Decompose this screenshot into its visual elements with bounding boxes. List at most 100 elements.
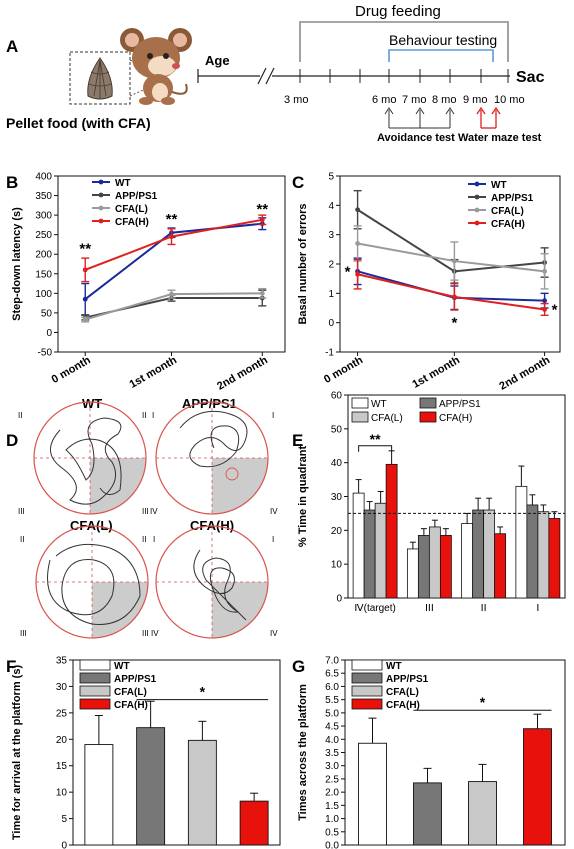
y-tick-label: 20 (331, 526, 343, 537)
bar-app-ps1 (472, 509, 485, 599)
bar-cfa-l (537, 511, 550, 599)
y-tick-label: 4.0 (325, 735, 339, 746)
y-tick-label: 2.0 (325, 788, 339, 799)
y-tick-label: 0 (328, 318, 334, 329)
point-app-ps1 (355, 207, 360, 213)
panel-letter: E (292, 431, 303, 450)
pellet-box (69, 51, 131, 105)
quad-label-i: I (272, 535, 274, 544)
y-tick-label: 6.0 (325, 682, 339, 693)
legend-marker-cfa-h (474, 220, 480, 226)
point-cfa-l (259, 290, 265, 296)
legend-label-app-ps1: APP/PS1 (439, 399, 481, 410)
water-maze-arrows (476, 106, 501, 129)
significance-marker: * (345, 263, 351, 280)
y-tick-label: 1.0 (325, 814, 339, 825)
quad-label-iii: III (142, 629, 149, 638)
significance-marker: ** (79, 240, 91, 257)
series-line-wt (84, 222, 263, 300)
trace-cfa-l: CFA(L) II I III IV (20, 518, 159, 639)
significance-marker: * (480, 694, 486, 710)
y-tick-label: 4 (328, 201, 334, 212)
significance-marker: * (451, 315, 457, 332)
point-cfa-h (542, 307, 547, 312)
bar-wt (406, 548, 419, 599)
y-tick-label: 0 (61, 841, 67, 849)
bar-app-ps1 (363, 509, 376, 599)
legend-swatch-app-ps1 (419, 397, 437, 409)
quad-label-ii: II (142, 411, 146, 420)
bar-wt (461, 523, 474, 599)
quad-label-iii: III (20, 629, 27, 638)
y-tick-label: 0 (46, 328, 52, 339)
y-tick-label: 60 (331, 391, 343, 402)
y-tick-label: 2.5 (325, 774, 339, 785)
y-axis-label: % Time in quadrant (297, 446, 309, 548)
x-tick-label-2nd-month: 2nd month (497, 354, 552, 393)
y-tick-label: 0.5 (325, 827, 339, 838)
plot-frame (57, 175, 286, 353)
y-tick-label: 5 (328, 172, 334, 183)
significance-marker: ** (166, 211, 178, 228)
y-tick-label: 1 (328, 289, 334, 300)
legend-swatch-cfa-l (79, 685, 111, 697)
legend-label-cfa-l: CFA(L) (491, 206, 524, 217)
legend-marker-wt (474, 181, 480, 187)
bar-cfa-h (548, 518, 561, 599)
y-tick-label: 0 (336, 594, 342, 605)
y-tick-label: 20 (56, 735, 68, 746)
y-tick-label: 3 (328, 230, 334, 241)
quad-label-ii: II (142, 535, 146, 544)
plot-frame (72, 659, 281, 846)
legend-label-app-ps1: APP/PS1 (491, 193, 534, 204)
legend-label-app-ps1: APP/PS1 (114, 674, 157, 685)
legend-swatch-cfa-l (351, 411, 369, 423)
y-tick-label: 40 (331, 458, 343, 469)
trace-wt-title: WT (82, 396, 102, 411)
bar-wt (358, 742, 387, 846)
month-label-9: 9 mo (463, 94, 487, 106)
legend-swatch-cfa-h (351, 698, 383, 710)
significance-marker: * (552, 301, 558, 318)
legend-swatch-app-ps1 (79, 672, 111, 684)
bar-cfa-l (468, 781, 497, 846)
point-cfa-l (82, 317, 88, 322)
panel-a: A Pellet food (with CFA) Ag (6, 3, 545, 144)
month-label-3: 3 mo (284, 94, 308, 106)
bar-cfa-h (523, 728, 552, 846)
x-tick-label-0-month: 0 month (322, 354, 365, 386)
pellet-icon (87, 57, 113, 100)
significance-marker: ** (370, 431, 381, 447)
mouse-icon (120, 28, 192, 105)
x-tick-label-2: ⅠⅠ (481, 603, 487, 614)
significance-marker: * (200, 684, 206, 700)
y-tick-label: 1.5 (325, 801, 339, 812)
quad-label-i: I (272, 411, 274, 420)
water-maze-test-label: Water maze test (458, 132, 542, 144)
y-tick-label: 400 (35, 172, 52, 183)
legend-label-wt: WT (115, 178, 131, 189)
y-axis-label: Basal number of errors (297, 203, 309, 324)
y-tick-label: -50 (38, 348, 53, 359)
y-axis-label: Times across the platform (297, 684, 309, 821)
y-tick-label: 4.5 (325, 722, 339, 733)
bar-wt (84, 744, 114, 846)
y-tick-label: 6.5 (325, 669, 339, 680)
bar-cfa-h (494, 533, 507, 599)
y-tick-label: 5 (61, 814, 67, 825)
legend-label-cfa-h: CFA(H) (115, 217, 149, 228)
y-tick-label: 250 (35, 230, 52, 241)
x-tick-label-1st-month: 1st month (410, 354, 462, 391)
chart-c: -1 0 1 2 3 4 5 Basal number of errors C 0 month 1s… (292, 172, 561, 393)
legend-swatch-app-ps1 (351, 672, 383, 684)
chart-f: 0 5 10 15 20 25 30 35 Time for arrival at the pl… (6, 656, 281, 849)
legend-label-wt: WT (491, 180, 507, 191)
behaviour-testing-label: Behaviour testing (389, 32, 497, 48)
point-cfa-h (259, 217, 265, 223)
y-tick-label: 10 (56, 788, 68, 799)
point-cfa-h (355, 271, 360, 277)
y-tick-label: 150 (35, 269, 52, 280)
y-tick-label: 3.0 (325, 761, 339, 772)
legend-label-cfa-l: CFA(L) (371, 413, 403, 424)
y-tick-label: 30 (56, 682, 68, 693)
